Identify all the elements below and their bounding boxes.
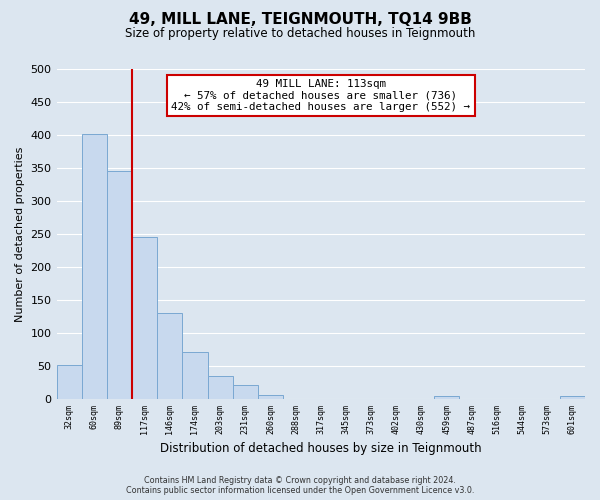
Bar <box>208 376 233 399</box>
Text: 49, MILL LANE, TEIGNMOUTH, TQ14 9BB: 49, MILL LANE, TEIGNMOUTH, TQ14 9BB <box>128 12 472 28</box>
Bar <box>82 134 107 399</box>
Y-axis label: Number of detached properties: Number of detached properties <box>15 146 25 322</box>
Bar <box>233 385 258 399</box>
Bar <box>258 395 283 399</box>
Bar <box>182 352 208 399</box>
Bar <box>157 313 182 399</box>
Text: 49 MILL LANE: 113sqm
← 57% of detached houses are smaller (736)
42% of semi-deta: 49 MILL LANE: 113sqm ← 57% of detached h… <box>171 79 470 112</box>
Bar <box>56 365 82 399</box>
Bar <box>107 171 132 399</box>
Text: Size of property relative to detached houses in Teignmouth: Size of property relative to detached ho… <box>125 28 475 40</box>
Text: Contains HM Land Registry data © Crown copyright and database right 2024.
Contai: Contains HM Land Registry data © Crown c… <box>126 476 474 495</box>
Bar <box>132 236 157 399</box>
Bar <box>434 396 459 399</box>
Bar <box>560 396 585 399</box>
X-axis label: Distribution of detached houses by size in Teignmouth: Distribution of detached houses by size … <box>160 442 482 455</box>
